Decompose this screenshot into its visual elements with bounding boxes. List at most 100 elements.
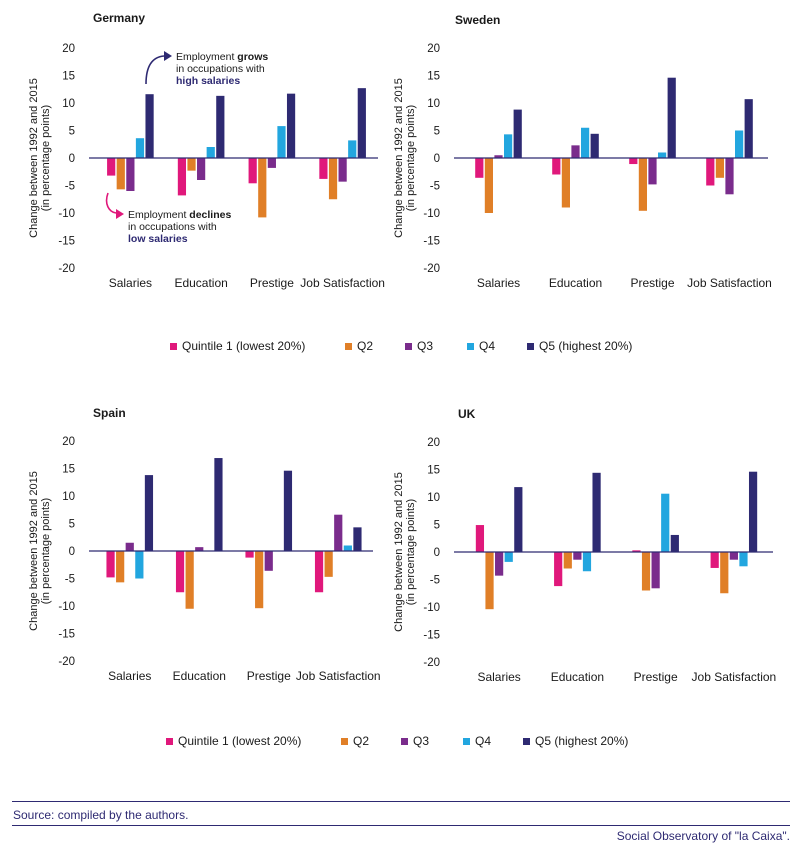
y-tick-label: 5 bbox=[69, 126, 75, 138]
x-tick-label: Prestige bbox=[250, 276, 294, 290]
declines-line3: low salaries bbox=[128, 233, 188, 245]
bar bbox=[735, 130, 744, 158]
declines-bold: declines bbox=[189, 209, 231, 221]
y-tick-label: -10 bbox=[423, 602, 440, 614]
bar bbox=[710, 552, 719, 568]
bar bbox=[116, 551, 125, 583]
bar bbox=[638, 158, 647, 211]
bar bbox=[135, 551, 144, 579]
y-axis-label: Change between 1992 and 2015 bbox=[28, 78, 40, 238]
y-tick-label: 20 bbox=[62, 436, 75, 448]
declines-arrow bbox=[105, 192, 117, 214]
legend-swatch-q4 bbox=[463, 738, 470, 745]
footer-divider-top bbox=[12, 801, 790, 802]
y-tick-label: 5 bbox=[69, 519, 75, 531]
bar bbox=[706, 158, 715, 186]
legend-swatch-q3 bbox=[405, 343, 412, 350]
bar bbox=[107, 158, 116, 176]
bar bbox=[334, 514, 343, 551]
bar bbox=[116, 158, 125, 190]
bar bbox=[514, 487, 523, 552]
y-tick-label: 20 bbox=[62, 43, 75, 55]
chart-title: Germany bbox=[93, 11, 145, 25]
bar bbox=[592, 472, 601, 552]
legend-item-q3: Q3 bbox=[405, 339, 433, 353]
bar bbox=[739, 552, 748, 567]
bar bbox=[283, 470, 293, 551]
legend-swatch-q2 bbox=[345, 343, 352, 350]
y-tick-label: 15 bbox=[62, 71, 75, 83]
bar bbox=[715, 158, 724, 178]
grows-arrow bbox=[145, 55, 165, 85]
x-tick-label: Salaries bbox=[477, 670, 520, 684]
x-tick-label: Salaries bbox=[108, 669, 151, 683]
y-tick-label: 15 bbox=[427, 71, 440, 83]
bar bbox=[667, 77, 676, 158]
bar bbox=[324, 551, 333, 577]
y-tick-label: -20 bbox=[58, 656, 75, 668]
legend-label-q1: Quintile 1 (lowest 20%) bbox=[182, 339, 306, 353]
y-axis-label: (in percentage points) bbox=[405, 105, 417, 211]
grows-line3: high salaries bbox=[176, 75, 240, 87]
bar bbox=[729, 552, 738, 560]
y-tick-label: 0 bbox=[69, 546, 75, 558]
bar bbox=[563, 552, 572, 569]
bar bbox=[248, 158, 257, 184]
legend-item-q4: Q4 bbox=[467, 339, 495, 353]
bar bbox=[504, 134, 513, 158]
bar bbox=[185, 551, 194, 609]
bar bbox=[353, 527, 362, 551]
bar bbox=[319, 158, 328, 179]
bar bbox=[258, 158, 267, 218]
y-tick-label: -5 bbox=[65, 181, 75, 193]
bar bbox=[216, 95, 225, 158]
bar bbox=[573, 552, 582, 560]
y-tick-label: -20 bbox=[423, 657, 440, 669]
x-tick-label: Prestige bbox=[247, 669, 291, 683]
bar bbox=[245, 551, 254, 558]
bar bbox=[561, 158, 570, 208]
bar bbox=[552, 158, 561, 175]
bar bbox=[744, 99, 753, 158]
bar bbox=[748, 471, 758, 552]
legend-item-q4: Q4 bbox=[463, 734, 491, 748]
bar bbox=[720, 552, 729, 594]
legend-swatch-q5 bbox=[523, 738, 530, 745]
bar bbox=[106, 551, 115, 578]
bar bbox=[475, 158, 484, 178]
y-tick-label: 5 bbox=[434, 520, 440, 532]
grows-bold: grows bbox=[237, 51, 268, 63]
bar bbox=[513, 109, 522, 158]
legend-label-q5: Q5 (highest 20%) bbox=[535, 734, 629, 748]
bar bbox=[629, 158, 638, 165]
legend-item-q1: Quintile 1 (lowest 20%) bbox=[166, 734, 301, 748]
y-tick-label: 10 bbox=[62, 98, 75, 110]
x-tick-label: Job Satisfaction bbox=[296, 669, 381, 683]
x-tick-label: Job Satisfaction bbox=[692, 670, 777, 684]
x-tick-label: Salaries bbox=[477, 276, 520, 290]
y-axis-label: (in percentage points) bbox=[40, 105, 52, 211]
legend-item-q1: Quintile 1 (lowest 20%) bbox=[170, 339, 305, 353]
bar bbox=[504, 552, 513, 562]
chart-title: Sweden bbox=[455, 13, 500, 27]
y-tick-label: -15 bbox=[423, 236, 440, 248]
y-tick-label: 0 bbox=[434, 153, 440, 165]
y-tick-label: -10 bbox=[423, 208, 440, 220]
bar bbox=[195, 547, 204, 551]
bar bbox=[125, 542, 134, 551]
bar bbox=[144, 475, 154, 551]
legend-swatch-q4 bbox=[467, 343, 474, 350]
bar bbox=[175, 551, 185, 593]
bar bbox=[554, 552, 563, 587]
bar bbox=[255, 551, 264, 609]
legend-swatch-q5 bbox=[527, 343, 534, 350]
y-tick-label: -15 bbox=[58, 629, 75, 641]
x-tick-label: Job Satisfaction bbox=[687, 276, 772, 290]
y-tick-label: -5 bbox=[430, 575, 440, 587]
legend-swatch-q3 bbox=[401, 738, 408, 745]
legend-label-q2: Q2 bbox=[357, 339, 374, 353]
x-tick-label: Education bbox=[549, 276, 602, 290]
footer-divider-bottom bbox=[12, 825, 790, 826]
bar bbox=[343, 545, 352, 551]
